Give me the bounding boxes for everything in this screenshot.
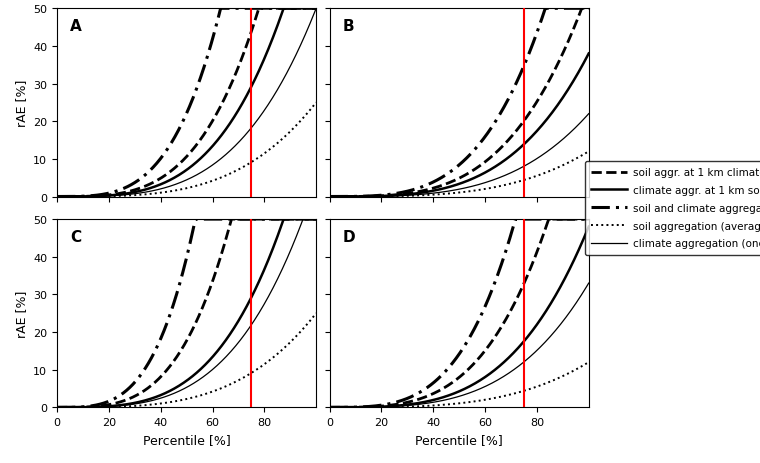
Y-axis label: rAE [%]: rAE [%] [14,80,27,127]
Text: D: D [343,229,355,244]
X-axis label: Percentile [%]: Percentile [%] [143,432,230,445]
X-axis label: Percentile [%]: Percentile [%] [415,432,503,445]
Text: A: A [70,19,82,34]
Legend: soil aggr. at 1 km climate resolution, climate aggr. at 1 km soil resolution, so: soil aggr. at 1 km climate resolution, c… [584,162,760,255]
Y-axis label: rAE [%]: rAE [%] [14,290,27,337]
Text: C: C [70,229,81,244]
Text: B: B [343,19,354,34]
